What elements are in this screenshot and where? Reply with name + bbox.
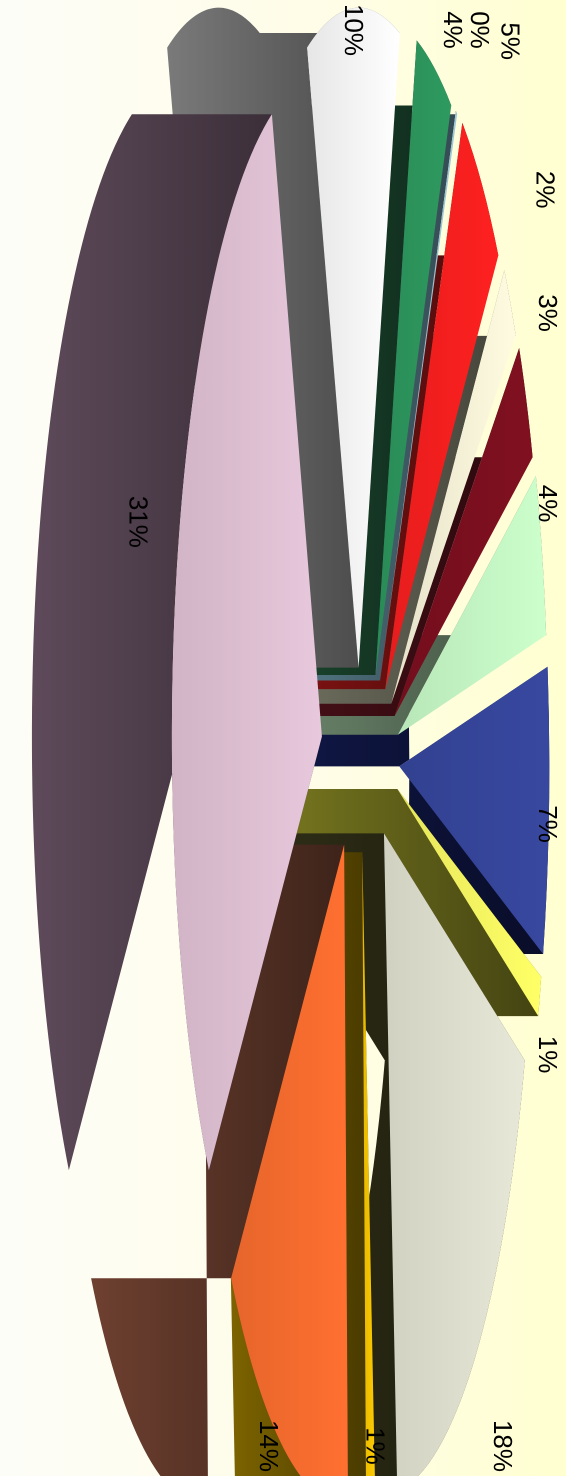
slice-label-6: 4% (533, 485, 563, 523)
slice-label-1: 4% (438, 11, 468, 49)
pie-slice-5 (394, 348, 533, 716)
pie-slice-0 (307, 7, 400, 668)
pie-slice-10 (362, 852, 375, 1476)
slice-label-11: 14% (254, 1420, 284, 1472)
slice-label-8: 1% (533, 1036, 563, 1074)
slice-label-3: 5% (496, 22, 526, 60)
slice-label-5: 3% (533, 294, 563, 332)
pie-slice-11 (231, 844, 348, 1476)
pie-slice-6 (397, 475, 547, 735)
slice-label-7: 7% (533, 805, 563, 843)
slice-label-10: 1% (360, 1427, 390, 1465)
pie-slice-2 (380, 110, 458, 681)
pie-slice-9 (383, 833, 525, 1476)
slice-label-9: 18% (488, 1420, 518, 1472)
pie-slice-4 (391, 270, 516, 704)
slice-label-12: 31% (123, 496, 153, 548)
pie-slice-1 (375, 40, 452, 676)
slice-label-4: 2% (531, 171, 561, 209)
pie-slice-3 (385, 122, 499, 690)
slice-label-2: 0% (465, 11, 495, 49)
pie-slice-8 (397, 789, 542, 1017)
pie-slice-7 (399, 666, 550, 954)
pie-slice-12 (171, 114, 322, 1171)
slice-label-0: 10% (339, 4, 369, 56)
